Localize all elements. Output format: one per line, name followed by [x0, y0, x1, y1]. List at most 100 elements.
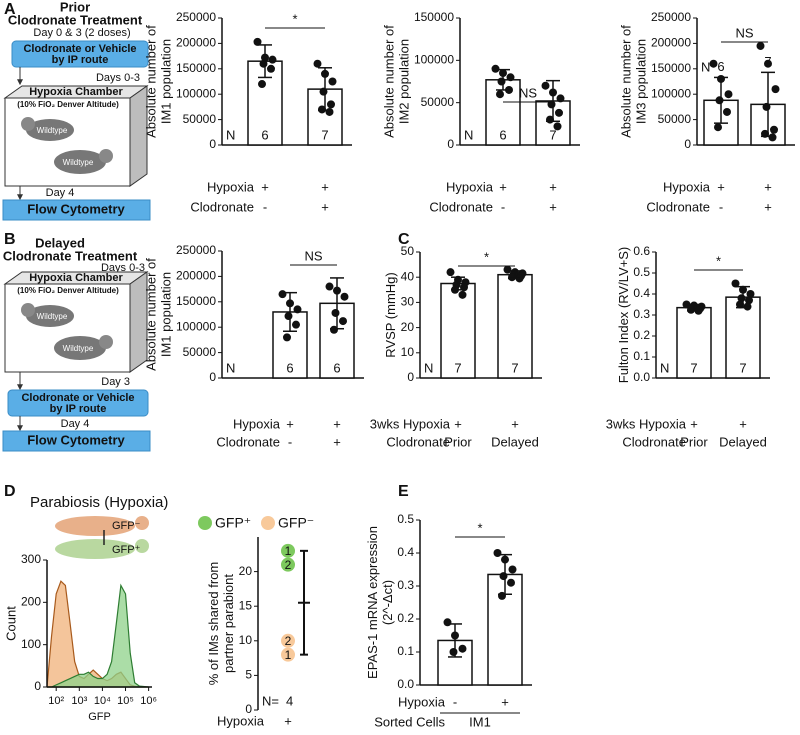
y-axis-label: Absolute number of [143, 258, 158, 371]
diagram-a: Prior Clodronate Treatment Day 0 & 3 (2 … [2, 0, 151, 221]
y-tick-label: 100000 [651, 86, 691, 100]
y-axis-label: partner parabiont [221, 574, 236, 673]
n-value: 7 [321, 127, 328, 142]
y-tick-label: 0.4 [397, 545, 414, 559]
injection-box [11, 40, 149, 68]
y-axis-label: IM2 population [396, 39, 411, 124]
row-value: - [263, 199, 267, 214]
row-label: Hypoxia [233, 416, 281, 431]
row-value: - [501, 199, 505, 214]
data-point [771, 85, 780, 94]
n-value: 7 [690, 360, 697, 375]
y-tick-label: 150000 [176, 294, 216, 308]
data-point [724, 90, 733, 99]
mouse-label: Wildtype [37, 126, 68, 135]
y-axis-label: % of IMs shared from [206, 562, 221, 686]
row-label: 3wks Hypoxia [370, 416, 451, 431]
y-tick-label: 50000 [421, 95, 455, 109]
data-point [715, 96, 724, 105]
y-tick-label: 200000 [176, 269, 216, 283]
y-tick-label: 100000 [414, 53, 454, 67]
y-axis-label: Fulton Index (RV/LV+S) [616, 247, 631, 383]
data-point [281, 647, 295, 662]
data-point [331, 308, 340, 317]
y-axis-label: IM1 population [158, 272, 173, 357]
injection-label: by IP route [52, 54, 109, 66]
row-value: + [454, 416, 462, 431]
row-label: Hypoxia [217, 713, 265, 728]
n-label: N [701, 59, 710, 74]
mouse-label: GFP⁺ [112, 544, 141, 556]
y-tick-label: 10 [239, 633, 253, 647]
bar [725, 296, 761, 379]
row-value: Prior [444, 434, 472, 449]
y-tick-label: 250000 [176, 243, 216, 257]
y-tick-label: 150000 [176, 61, 216, 75]
y-tick-label: 0 [34, 679, 41, 693]
y-tick-label: 0.2 [397, 611, 414, 625]
row-value: + [333, 416, 341, 431]
chamber-front [4, 283, 131, 373]
row-label: Clodronate [216, 434, 280, 449]
row-value: + [739, 416, 747, 431]
legend-swatch [261, 516, 275, 530]
legend-label: GFP⁺ [215, 515, 251, 531]
point-label: 1 [285, 544, 292, 558]
y-tick-label: 200000 [651, 36, 691, 50]
readout-label: Flow Cytometry [27, 432, 125, 447]
y-tick-label: 40 [401, 269, 415, 283]
row-value: + [764, 179, 772, 194]
row-label: Clodronate [386, 434, 450, 449]
data-point [267, 64, 275, 73]
data-point [278, 290, 287, 299]
y-tick-label: 5 [245, 668, 252, 682]
data-point [507, 578, 515, 587]
mouse-head [135, 539, 149, 553]
data-point [709, 59, 718, 68]
n-value: 4 [286, 693, 293, 708]
data-point [281, 633, 295, 648]
diagram-title: Delayed [35, 235, 85, 250]
data-point [541, 81, 550, 90]
significance-label: NS [519, 85, 537, 100]
row-label: Hypoxia [207, 179, 255, 194]
y-tick-label: 50000 [183, 345, 217, 359]
mouse [26, 305, 74, 327]
data-point [328, 77, 337, 86]
injection-label: Clodronate or Vehicle [23, 43, 136, 55]
data-point [446, 268, 455, 277]
mouse-label: Wildtype [63, 158, 94, 167]
y-tick-label: 0 [209, 370, 216, 384]
y-tick-label: 50000 [183, 112, 217, 126]
row-value: + [333, 434, 341, 449]
data-point [745, 296, 753, 305]
mouse-head [99, 335, 113, 349]
data-point [723, 107, 731, 116]
mouse-label: Wildtype [63, 344, 94, 353]
n-label: N [464, 127, 473, 142]
day-label: Day 3 [101, 376, 130, 388]
data-point [736, 300, 744, 309]
y-axis-label: EPAS-1 mRNA expression [365, 526, 380, 679]
readout-box [2, 430, 151, 452]
mouse [54, 336, 106, 360]
y-axis-label: IM3 population [633, 39, 648, 124]
data-point [313, 59, 322, 68]
row-value: + [284, 713, 292, 728]
mouse [26, 119, 74, 141]
diagram-b: Delayed Clodronate Treatment Days 0-3 Hy… [2, 235, 151, 452]
x-tick-label: 10⁶ [140, 695, 157, 707]
data-point [283, 333, 291, 342]
legend-swatch [198, 516, 212, 530]
data-point [762, 102, 771, 111]
data-point [340, 292, 349, 301]
panel-letter: A [4, 1, 16, 18]
row-label: Clodronate [622, 434, 686, 449]
chamber-label: Hypoxia Chamber [29, 86, 123, 98]
row-value: Prior [680, 434, 708, 449]
y-tick-label: 30 [401, 295, 415, 309]
n-label: N [226, 360, 235, 375]
data-point [714, 123, 722, 132]
panel-letter: E [398, 483, 409, 500]
y-tick-label: 0.3 [397, 578, 414, 592]
